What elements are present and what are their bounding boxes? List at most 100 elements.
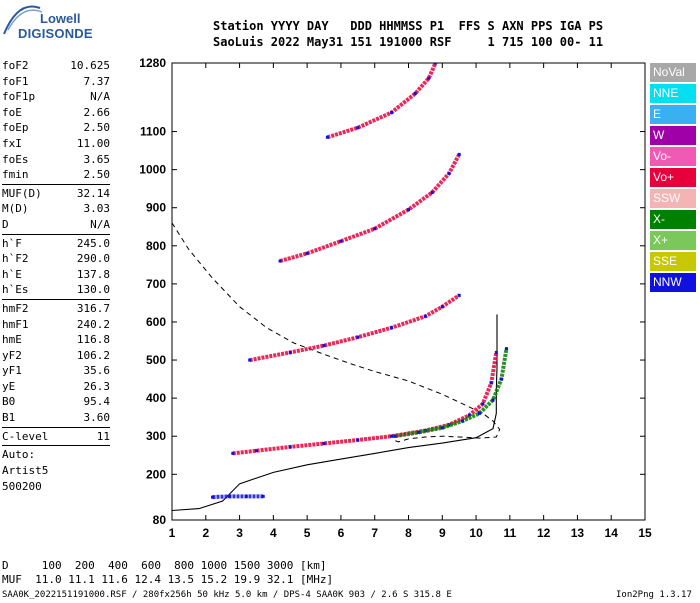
echo-point (477, 411, 481, 415)
param-value: 7.37 (83, 74, 111, 88)
param-row: hmF1 240.2 (2, 317, 110, 333)
y-tick-label: 1280 (139, 56, 166, 70)
echo-point (322, 441, 326, 445)
legend-item: NoVal (650, 63, 696, 82)
param-key: foF1 (2, 74, 29, 88)
parameter-group-confidence: C-level 11 (2, 429, 110, 445)
param-key: B0 (2, 395, 16, 409)
param-key: foE (2, 105, 22, 119)
param-row: fmin 2.50 (2, 167, 110, 183)
echo-point (261, 494, 265, 498)
echo-point (254, 449, 258, 453)
legend-item: E (650, 105, 696, 124)
param-row: B1 3.60 (2, 410, 110, 426)
footer-version: Ion2Png 1.3.17 (616, 590, 692, 600)
param-row: h`Es 130.0 (2, 282, 110, 298)
polarization-legend: NoVal NNE E W Vo- Vo+ SSW X- X+ SSE NNW (650, 63, 696, 294)
echo-point (440, 426, 444, 430)
x-tick-label: 1 (169, 526, 176, 540)
legend-item: X+ (650, 231, 696, 250)
param-key: C-level (2, 429, 49, 443)
legend-item: NNE (650, 84, 696, 103)
param-key: hmE (2, 333, 22, 347)
divider (2, 426, 110, 428)
logo-swoosh-icon (3, 5, 43, 35)
header-line-1: Station YYYY DAY DDD HHMMSS P1 FFS S AXN… (213, 19, 604, 33)
param-value: 116.8 (76, 333, 110, 347)
param-value: 95.4 (83, 395, 111, 409)
parameter-group-muf: MUF(D) 32.14 M(D) 3.03 D N/A (2, 186, 110, 233)
param-row: MUF(D) 32.14 (2, 186, 110, 202)
x-tick-label: 14 (605, 526, 619, 540)
parameter-group-profile-parameters: hmF2 316.7 hmF1 240.2 hmE 116.8 yF2 106.2 yF1 35.… (2, 301, 110, 426)
echo-point (434, 63, 438, 65)
param-value: 3.60 (83, 411, 111, 425)
footer-file-info: SAA0K_2022151191000.RSF / 280fx256h 50 k… (2, 590, 452, 600)
param-key: h`F (2, 236, 22, 250)
param-key: B1 (2, 411, 16, 425)
echo-point (447, 171, 451, 175)
echo-point (305, 251, 309, 255)
electron-density-profile (172, 314, 498, 512)
x-tick-label: 2 (202, 526, 209, 540)
echo-point (390, 326, 394, 330)
param-value: 35.6 (83, 364, 111, 378)
param-row: h`F 245.0 (2, 236, 110, 252)
echo-point (440, 305, 444, 309)
echo-point (504, 347, 508, 351)
param-key: foF1p (2, 90, 36, 104)
legend-item: W (650, 126, 696, 145)
param-value: 106.2 (76, 348, 110, 362)
y-tick-label: 400 (146, 391, 166, 405)
legend-item: X- (650, 210, 696, 229)
echo-trace (279, 153, 461, 263)
param-key: foEp (2, 121, 29, 135)
echo-point (481, 402, 485, 406)
param-row: h`E 137.8 (2, 267, 110, 283)
param-value: 245.0 (76, 236, 110, 250)
param-value: 32.14 (76, 186, 110, 200)
legend-item: SSW (650, 189, 696, 208)
x-tick-label: 8 (405, 526, 412, 540)
param-key: foEs (2, 152, 29, 166)
param-row: yE 26.3 (2, 379, 110, 395)
param-value: 10.625 (70, 59, 110, 72)
echo-point (211, 495, 215, 499)
param-key: hmF1 (2, 317, 29, 331)
echo-point (457, 152, 461, 156)
auto-artist: Artist5 (2, 464, 49, 478)
x-tick-label: 11 (504, 526, 517, 540)
param-key: h`E (2, 267, 22, 281)
parameter-group-virtual-heights: h`F 245.0 h`F2 290.0 h`E 137.8 h`Es 130.0 (2, 236, 110, 298)
param-value: 2.66 (83, 105, 111, 119)
param-key: fxI (2, 136, 22, 150)
param-value: 11.00 (76, 136, 110, 150)
auto-label: Auto: (2, 448, 36, 462)
y-tick-label: 600 (146, 315, 166, 329)
y-tick-label: 300 (146, 429, 166, 443)
divider (2, 298, 110, 300)
x-tick-label: 9 (439, 526, 446, 540)
parameter-group-critical-frequencies: foF2 10.625 foF1 7.37 foF1p N/A foE 2.66 foEp 2.5… (2, 58, 110, 183)
param-key: yE (2, 379, 16, 393)
echo-point (417, 430, 421, 434)
echo-point (288, 350, 292, 354)
legend-item: Vo- (650, 147, 696, 166)
param-value: 3.03 (83, 202, 111, 216)
header-line-2: SaoLuis 2022 May31 151 191000 RSF 1 715 … (213, 35, 604, 49)
legend-item: SSE (650, 252, 696, 271)
echo-point (227, 494, 231, 498)
param-row: foF2 10.625 (2, 58, 110, 74)
param-row: M(D) 3.03 (2, 201, 110, 217)
x-tick-label: 7 (371, 526, 378, 540)
echo-point (413, 91, 417, 95)
y-tick-label: 1100 (140, 125, 166, 139)
param-row: hmF2 316.7 (2, 301, 110, 317)
param-key: fmin (2, 168, 29, 182)
param-row: foEp 2.50 (2, 120, 110, 136)
x-tick-label: 15 (638, 526, 652, 540)
echo-point (356, 335, 360, 339)
param-row: foF1 7.37 (2, 74, 110, 90)
echo-trace (249, 293, 461, 363)
auto-version: 500200 (2, 480, 42, 494)
